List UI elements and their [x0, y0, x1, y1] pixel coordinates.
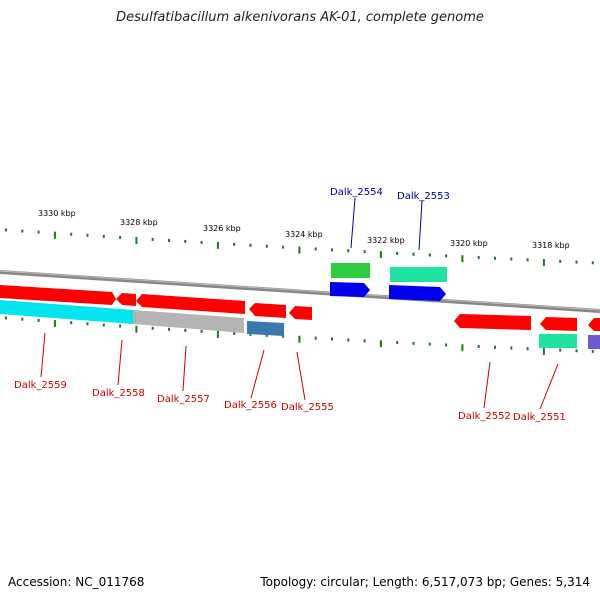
gene-dalk-2552[interactable]	[454, 314, 531, 330]
kbp-label: 3324 kbp	[285, 230, 323, 239]
kbp-label: 3328 kbp	[120, 218, 158, 227]
genome-backbone-highlight	[0, 270, 600, 311]
ticks-inner	[5, 316, 594, 355]
cyan-feature[interactable]	[0, 300, 133, 324]
annotation-features	[0, 300, 600, 349]
gene-label: Dalk_2555	[281, 402, 334, 413]
aquamarine-feature-2[interactable]	[539, 334, 577, 348]
kbp-label: 3322 kbp	[367, 236, 405, 245]
label-leader-lines	[40, 197, 559, 410]
kbp-labels: 3330 kbp 3328 kbp 3326 kbp 3324 kbp 3322…	[38, 209, 570, 250]
gene-dalk-2559[interactable]	[0, 285, 116, 305]
gene-label: Dalk_2551	[513, 412, 566, 423]
accession-text: Accession: NC_011768	[8, 575, 145, 589]
genome-backbone	[0, 270, 600, 313]
steelblue-feature[interactable]	[247, 321, 284, 336]
gene-dalk-2551[interactable]	[540, 317, 577, 331]
page-title: Desulfatibacillum alkenivorans AK-01, co…	[116, 10, 484, 25]
gene-dalk-2554[interactable]	[330, 282, 370, 297]
gene-dalk-2557[interactable]	[136, 294, 245, 314]
gene-label: Dalk_2553	[397, 191, 450, 202]
reverse-strand-genes	[0, 285, 600, 331]
gene-label: Dalk_2558	[92, 388, 145, 399]
green-feature[interactable]	[331, 263, 370, 278]
gene-label: Dalk_2559	[14, 380, 67, 391]
kbp-label: 3318 kbp	[532, 241, 570, 250]
forward-strand-genes	[330, 263, 447, 301]
kbp-label: 3326 kbp	[203, 224, 241, 233]
gene-label: Dalk_2557	[157, 394, 210, 405]
ticks-outer	[5, 228, 594, 267]
gene-dalk-2555[interactable]	[289, 306, 312, 320]
genome-summary-text: Topology: circular; Length: 6,517,073 bp…	[260, 575, 590, 589]
kbp-label: 3320 kbp	[450, 239, 488, 248]
gene-dalk-2556[interactable]	[249, 303, 286, 318]
gray-feature[interactable]	[133, 310, 244, 333]
purple-feature[interactable]	[588, 335, 600, 349]
gene-label: Dalk_2552	[458, 411, 511, 422]
aquamarine-feature[interactable]	[390, 267, 447, 282]
kbp-label: 3330 kbp	[38, 209, 76, 218]
gene-dalk-2558[interactable]	[116, 293, 136, 306]
gene-partial-right[interactable]	[588, 318, 600, 331]
gene-label: Dalk_2554	[330, 187, 383, 198]
gene-labels: Dalk_2559 Dalk_2558 Dalk_2557 Dalk_2556 …	[14, 187, 566, 423]
gene-label: Dalk_2556	[224, 400, 277, 411]
gene-dalk-2553[interactable]	[389, 285, 446, 301]
